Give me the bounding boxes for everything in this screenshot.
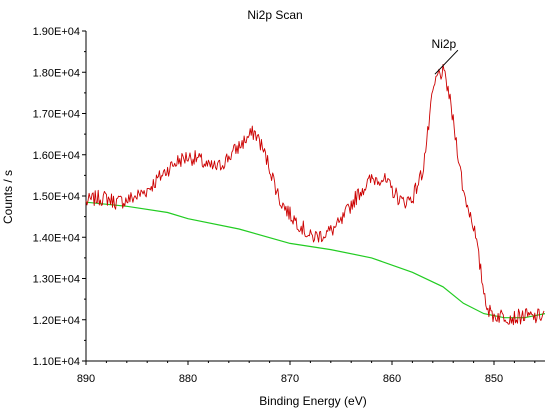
x-tick-label: 870 — [281, 373, 299, 385]
y-tick-label: 1.90E+04 — [33, 26, 80, 38]
y-tick-label: 1.60E+04 — [33, 150, 80, 162]
y-tick-label: 1.40E+04 — [33, 232, 80, 244]
y-tick-label: 1.30E+04 — [33, 274, 80, 286]
x-tick-label: 880 — [179, 373, 197, 385]
y-tick-label: 1.10E+04 — [33, 356, 80, 368]
x-tick-label: 860 — [383, 373, 401, 385]
y-tick-label: 1.80E+04 — [33, 67, 80, 79]
x-tick-label: 890 — [77, 373, 95, 385]
series-background-line — [85, 201, 546, 319]
annotation-leader-line — [434, 49, 459, 75]
y-tick-label: 1.50E+04 — [33, 191, 80, 203]
x-tick-label: 850 — [485, 373, 503, 385]
chart-title: Ni2p Scan — [247, 8, 302, 22]
y-axis-title: Counts / s — [1, 170, 15, 224]
annotation-label: Ni2p — [432, 37, 457, 51]
x-axis-title: Binding Energy (eV) — [259, 394, 366, 408]
y-tick-label: 1.20E+04 — [33, 315, 80, 327]
series-data-line — [85, 64, 545, 326]
plot-area: 1.10E+04 1.20E+04 1.30E+04 1.40E+04 1.50E+04… — [33, 26, 546, 385]
y-tick-label: 1.70E+04 — [33, 109, 80, 121]
